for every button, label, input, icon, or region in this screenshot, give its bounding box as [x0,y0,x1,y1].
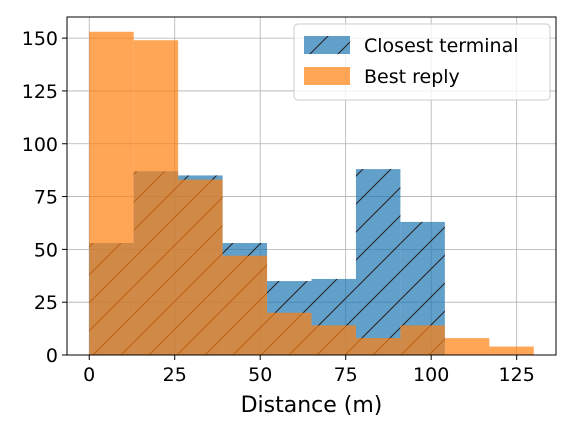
y-tick-label: 150 [22,28,58,50]
best-reply-bar [355,338,401,355]
x-axis-label: Distance (m) [241,393,383,418]
plot-frame [66,16,557,356]
y-tick-label: 75 [34,187,58,209]
best-reply-bar [89,31,134,355]
y-tick-label: 125 [22,81,58,103]
x-tick-label: 125 [499,364,535,386]
best-reply-bar [267,312,312,355]
best-reply-bar [489,346,534,355]
x-tick-label: 50 [248,364,272,386]
closest-terminal-bar-hatch [355,169,401,355]
best-reply-bar [133,40,179,356]
y-tick-label: 25 [34,292,58,314]
x-tick-label: 75 [334,364,358,386]
legend-label-best-reply: Best reply [364,66,460,88]
x-tick-label: 0 [83,364,95,386]
legend-swatch-hatch [304,36,350,54]
legend-box [293,23,551,101]
bars-layer [89,31,534,356]
y-tick-label: 100 [22,134,58,156]
x-tick-label: 25 [163,364,187,386]
legend: Closest terminal Best reply [293,23,551,101]
y-tick-label: 0 [46,345,58,367]
best-reply-bar [178,179,223,355]
legend-swatch-best-reply [304,67,350,85]
x-tick-label: 100 [413,364,449,386]
legend-label-closest-terminal: Closest terminal [364,35,519,57]
axis-ticks: 0 25 50 75 100 125 0 25 50 75 100 125 150 [22,28,535,386]
best-reply-bar [400,325,445,355]
best-reply-bar [311,325,356,355]
best-reply-bar [444,338,490,355]
y-tick-label: 50 [34,239,58,261]
best-reply-bar [222,255,268,355]
